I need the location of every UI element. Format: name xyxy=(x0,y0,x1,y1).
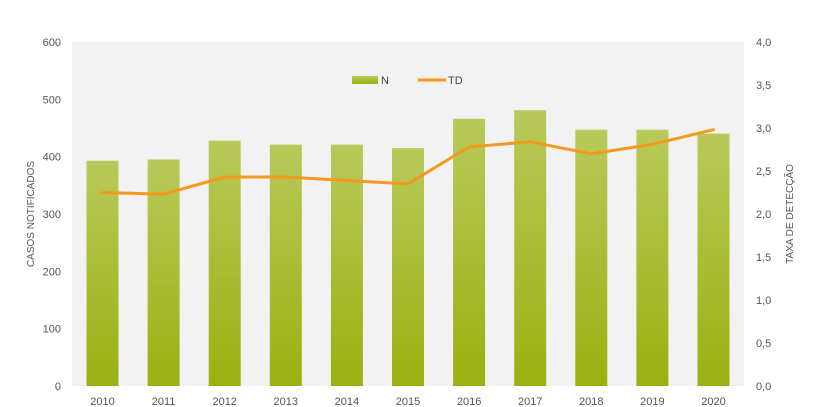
bar-2019 xyxy=(636,129,669,386)
left-tick-label: 200 xyxy=(43,266,61,278)
left-axis-title: CASOS NOTIFICADOS xyxy=(26,161,37,267)
legend-label-td: TD xyxy=(448,75,463,87)
right-tick-label: 0,0 xyxy=(756,381,771,393)
bar-2016 xyxy=(453,118,486,387)
bar-2015 xyxy=(392,148,424,386)
left-tick-label: 500 xyxy=(43,94,61,106)
right-axis-title: TAXA DE DETECÇÃO xyxy=(783,164,796,264)
right-tick-label: 2,5 xyxy=(756,166,771,178)
x-tick-label: 2015 xyxy=(396,396,420,407)
x-tick-label: 2020 xyxy=(701,396,725,407)
right-tick-label: 1,0 xyxy=(756,295,771,307)
bar-2014 xyxy=(330,144,363,386)
x-tick-label: 2018 xyxy=(579,396,603,407)
right-tick-label: 1,5 xyxy=(756,252,771,264)
bar-2018 xyxy=(575,129,608,386)
bar-2013 xyxy=(269,144,302,386)
x-tick-label: 2013 xyxy=(274,396,298,407)
td-line xyxy=(101,128,715,196)
bar-2017 xyxy=(514,110,547,386)
right-tick-label: 0,5 xyxy=(756,338,771,350)
line-series-td xyxy=(101,128,715,196)
left-axis: 0 100 200 300 400 500 600 xyxy=(43,37,61,393)
bar-series-n xyxy=(86,110,730,387)
right-tick-label: 3,5 xyxy=(756,80,771,92)
right-tick-label: 3,0 xyxy=(756,123,771,135)
bar-2011 xyxy=(147,159,180,386)
left-tick-label: 100 xyxy=(43,324,61,336)
legend-swatch-n xyxy=(352,76,378,84)
x-tick-label: 2019 xyxy=(640,396,664,407)
x-tick-label: 2014 xyxy=(335,396,359,407)
x-tick-label: 2011 xyxy=(152,396,176,407)
left-tick-label: 400 xyxy=(43,152,61,164)
legend-label-n: N xyxy=(381,75,389,87)
bar-2010 xyxy=(86,160,119,386)
x-tick-label: 2017 xyxy=(518,396,542,407)
left-tick-label: 600 xyxy=(43,37,61,49)
x-tick-label: 2012 xyxy=(212,396,236,407)
bar-2020 xyxy=(697,133,730,386)
legend: N TD xyxy=(352,75,463,87)
right-tick-label: 4,0 xyxy=(756,37,771,49)
x-tick-label: 2016 xyxy=(457,396,481,407)
x-tick-label: 2010 xyxy=(90,396,114,407)
right-tick-label: 2,0 xyxy=(756,209,771,221)
x-axis: 2010 2011 2012 2013 2014 2015 2016 2017 2018 2019… xyxy=(90,396,725,407)
left-tick-label: 0 xyxy=(55,381,61,393)
left-tick-label: 300 xyxy=(43,209,61,221)
right-axis: 0,0 0,5 1,0 1,5 2,0 2,5 3,0 3,5 4,0 xyxy=(756,37,771,393)
